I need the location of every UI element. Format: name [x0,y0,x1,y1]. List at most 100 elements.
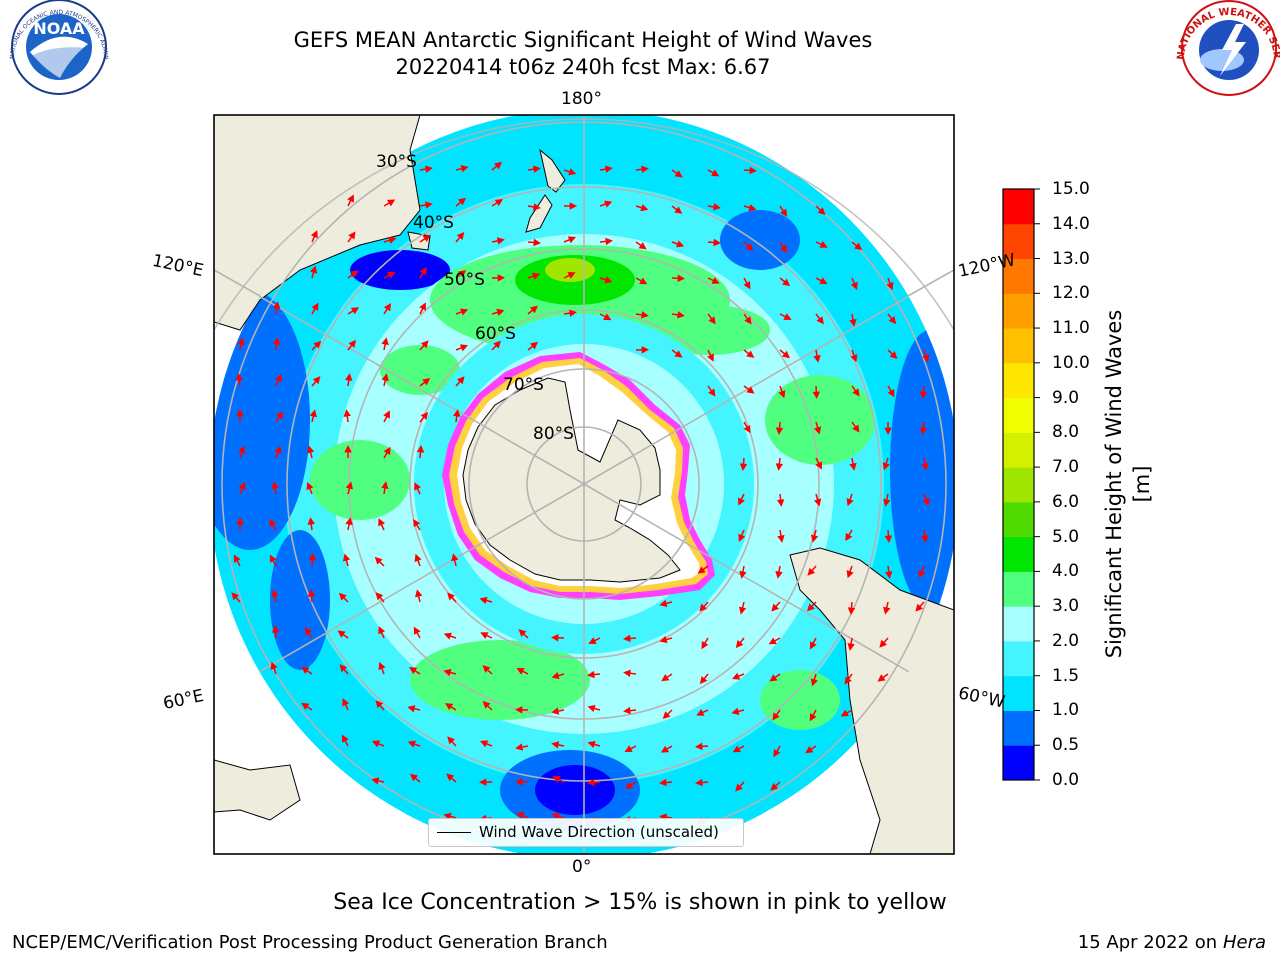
wind-arrow-head [677,311,685,319]
colorbar-tick-label: 2.0 [1052,630,1080,651]
wind-arrow-head [849,318,857,327]
wind-arrow-head [732,745,741,753]
wind-arrow-head [388,236,397,244]
wind-arrow-head [772,712,780,721]
wind-arrow-head [515,706,523,714]
legend-label: Wind Wave Direction (unscaled) [479,823,719,841]
wind-arrow-head [854,242,863,251]
wind-arrow-head [409,773,418,782]
wind-arrow-head [846,498,854,507]
wind-arrow-head [494,161,503,170]
wind-arrow-head [603,313,612,321]
wind-arrow-head [312,376,321,385]
wind-arrow-head [451,553,459,562]
wind-arrow-head [587,670,595,679]
wind-arrow-head [348,339,356,348]
wind-arrow-head [623,706,631,715]
lon-label-180: 180° [561,89,602,109]
wind-arrow-head [775,570,783,579]
wind-arrow-head [551,634,559,642]
wind-arrow-head [378,661,386,671]
wind-arrow-head [885,571,893,579]
antarctica [442,352,715,600]
wave-height-region [410,640,590,720]
wind-arrow-head [447,592,455,601]
wind-arrow-head [605,165,613,173]
wind-arrow-head [482,665,491,673]
map-area [214,115,954,854]
wind-arrow-head [813,426,822,435]
wind-arrow-head [738,606,747,615]
wind-wave-direction-arrows [231,161,930,824]
wind-arrow-head [407,705,416,713]
wind-arrow-head [777,534,785,543]
wind-arrow-head [640,204,649,212]
wind-arrow-head [746,350,755,358]
wind-arrow-head [677,274,685,282]
noaa-logo-text: NOAA [33,19,85,38]
lat-label-60s: 60°S [475,324,516,344]
wind-arrow-head [496,237,505,245]
wind-arrow-head [775,463,784,471]
colorbar-tick-label: 5.0 [1052,526,1080,547]
chart-title: GEFS MEAN Antarctic Significant Height o… [293,28,873,52]
wind-arrow-head [479,778,487,786]
credit-text: NCEP/EMC/Verification Post Processing Pr… [12,932,608,953]
wind-arrow-head [780,208,788,217]
wind-arrow-head [884,427,892,435]
wind-arrow-head [883,606,891,615]
wind-arrow-head [639,277,648,285]
lat-label-70s: 70°S [503,375,544,395]
wind-arrow-head [338,592,347,601]
wind-arrow-head [738,497,745,506]
wind-arrow-head [341,734,349,743]
wind-arrow-head [696,709,705,716]
wind-arrow-head [852,388,860,397]
wind-arrow-head [347,194,354,203]
wave-height-region [890,330,954,610]
wave-height-region [720,210,800,270]
wind-arrow-head [552,776,561,783]
wind-arrow-head [847,607,856,615]
wind-arrow-head [308,553,317,561]
wind-arrow-head [782,278,791,287]
wind-arrow-head [812,391,821,399]
colorbar-tick-label: 3.0 [1052,596,1080,617]
wind-arrow-head [301,666,310,675]
colorbar-tick-label: 9.0 [1052,387,1080,408]
wind-arrow-head [660,745,670,753]
wind-arrow-head [773,748,781,758]
wind-arrow-head [348,231,356,240]
wind-arrow-head [387,199,396,207]
svg-text:NATIONAL WEATHER SERVICE: NATIONAL WEATHER SERVICE [0,0,1280,60]
wind-arrow-head [493,340,501,349]
colorbar-band [1003,397,1034,433]
colorbar-band [1003,223,1034,260]
wind-arrow-head [307,517,315,525]
wind-arrow-head [623,634,631,643]
wind-arrow-head [749,166,757,175]
wind-arrow-head [350,307,360,315]
colorbar-tick-label: 0.5 [1052,735,1080,756]
lat-label-40s: 40°S [413,213,454,233]
map-legend: Wind Wave Direction (unscaled) [428,818,744,847]
wind-arrow-head [850,281,858,290]
wind-arrow-head [624,781,634,789]
wind-arrow-head [744,316,752,325]
wave-height-region [214,290,310,550]
wind-arrow-head [699,676,708,685]
wind-arrow-head [847,642,855,651]
colorbar-band [1003,258,1034,294]
wind-arrow-head [568,168,577,176]
wind-arrow-head [850,354,858,363]
wind-arrow-head [882,462,890,471]
colorbar-band [1003,362,1034,399]
wind-arrow-head [807,567,816,576]
sea-ice-note: Sea Ice Concentration > 15% is shown in … [333,890,947,915]
wind-arrow-head [306,445,315,454]
wind-arrow-head [420,411,429,420]
machine-name: Hera [1222,932,1266,953]
wind-arrow-head [413,626,421,635]
wind-arrow-head [775,427,784,435]
wind-arrow-head [922,354,930,363]
